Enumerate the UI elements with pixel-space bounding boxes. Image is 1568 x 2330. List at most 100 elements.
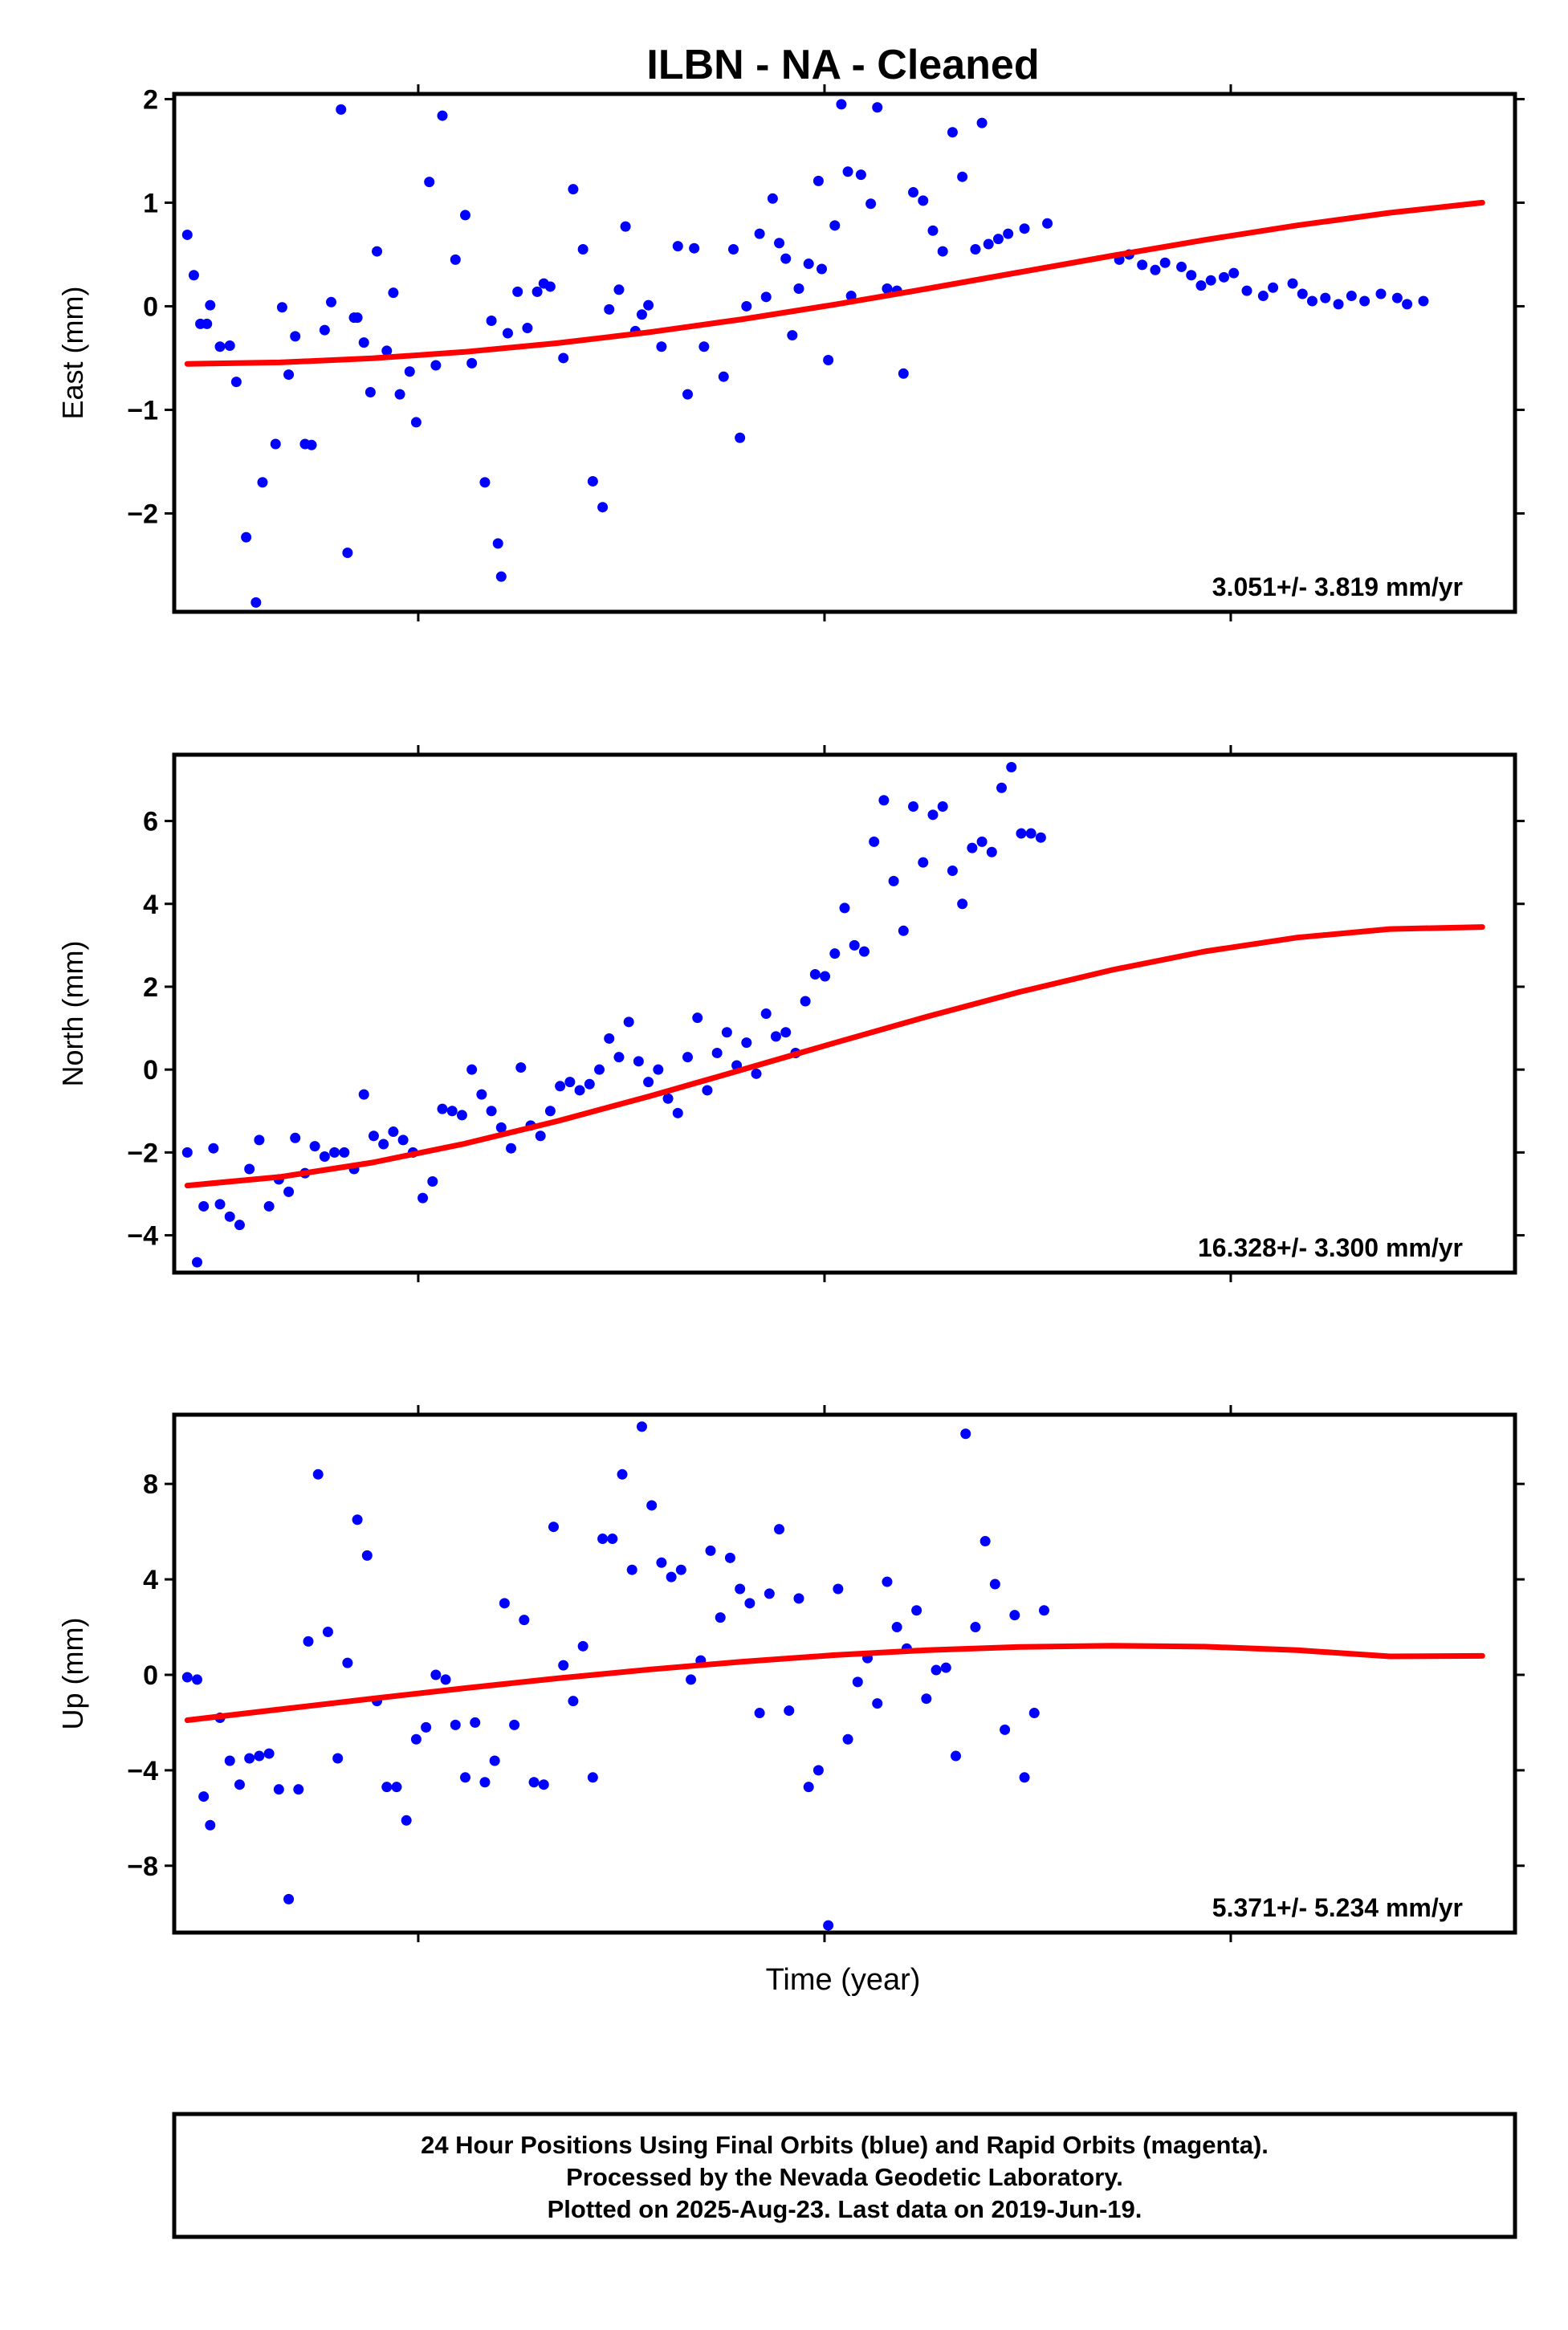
east-data-point (1257, 291, 1269, 302)
up-data-point (205, 1819, 216, 1831)
east-data-point (577, 244, 589, 255)
north-data-point (339, 1147, 350, 1158)
up-data-point (558, 1660, 569, 1671)
up-data-point (675, 1564, 686, 1575)
x-axis-label: Time (year) (766, 1963, 921, 1997)
north-data-point (849, 939, 860, 951)
up-data-point (1009, 1610, 1020, 1621)
east-data-point (643, 299, 654, 311)
east-data-point (983, 238, 994, 250)
east-data-point (1375, 288, 1387, 299)
east-data-point (276, 302, 287, 313)
east-data-point (430, 360, 442, 371)
north-data-point (358, 1089, 369, 1100)
east-data-point (544, 281, 556, 292)
north-data-point (208, 1143, 219, 1154)
east-data-point (230, 377, 242, 388)
up-data-point (332, 1753, 344, 1764)
up-ytick-label: 4 (143, 1565, 158, 1595)
east-data-point (976, 117, 988, 128)
north-data-point (653, 1064, 664, 1075)
north-data-point (613, 1052, 625, 1063)
north-data-point (584, 1078, 595, 1090)
up-data-point (303, 1635, 314, 1647)
east-data-point (1418, 295, 1429, 307)
east-ytick-label: 0 (143, 291, 158, 322)
north-data-point (427, 1175, 438, 1187)
east-data-point (754, 228, 765, 239)
north-trend-line (184, 924, 1485, 1189)
east-data-point (568, 184, 579, 195)
north-data-point (643, 1077, 654, 1088)
up-data-point (1038, 1605, 1049, 1616)
chart-title: ILBN - NA - Cleaned (646, 42, 1039, 88)
up-data-point (528, 1777, 540, 1788)
north-data-point (254, 1134, 265, 1146)
north-data-point (486, 1106, 497, 1117)
up-ytick-label: −8 (127, 1851, 158, 1882)
north-data-point (446, 1106, 458, 1117)
east-data-point (502, 328, 513, 339)
up-data-point (921, 1693, 932, 1705)
east-data-point (872, 102, 883, 113)
north-data-point (937, 801, 948, 812)
east-data-point (842, 166, 853, 177)
east-data-point (829, 220, 841, 231)
east-data-point (682, 389, 693, 400)
east-data-point (466, 357, 478, 369)
east-data-point (1268, 282, 1279, 293)
up-data-point (872, 1698, 883, 1709)
east-data-point (937, 246, 948, 257)
north-data-point (283, 1186, 295, 1197)
east-data-point (558, 352, 569, 364)
east-data-point (908, 187, 919, 198)
east-data-point (947, 127, 958, 138)
north-data-point (986, 846, 997, 857)
north-data-point (290, 1132, 301, 1143)
east-data-point (495, 571, 507, 582)
east-plot-frame (172, 92, 1517, 614)
up-data-point (192, 1674, 203, 1685)
east-data-point (1019, 223, 1030, 234)
east-data-point (1359, 295, 1370, 307)
up-data-point (489, 1755, 500, 1766)
east-data-point (188, 270, 199, 281)
east-data-point (1306, 295, 1318, 307)
east-data-point (793, 283, 804, 295)
footer-box (172, 2112, 1517, 2239)
up-data-point (450, 1719, 461, 1730)
north-data-point (388, 1126, 399, 1138)
east-data-point (522, 323, 533, 334)
east-data-point (1195, 280, 1207, 291)
up-data-point (538, 1779, 549, 1790)
east-ytick-label: −1 (127, 395, 158, 426)
up-data-point (970, 1622, 981, 1633)
up-data-point (764, 1588, 775, 1599)
up-data-point (803, 1782, 814, 1793)
east-data-point (283, 369, 295, 381)
up-data-point (293, 1784, 304, 1795)
up-data-point (181, 1672, 193, 1683)
up-data-point (597, 1534, 609, 1545)
up-ytick-label: −4 (127, 1756, 158, 1786)
up-data-point (263, 1748, 275, 1759)
east-data-point (1241, 285, 1252, 296)
up-data-point (784, 1705, 795, 1717)
up-data-point (254, 1750, 265, 1762)
up-data-point (548, 1521, 559, 1533)
east-data-point (855, 169, 866, 181)
up-data-point (361, 1550, 373, 1561)
east-data-point (813, 175, 824, 186)
east-data-point (957, 171, 968, 182)
up-rate-label: 5.371+/- 5.234 mm/yr (1212, 1893, 1463, 1922)
up-data-point (460, 1772, 471, 1783)
east-data-point (372, 246, 383, 257)
east-data-point (823, 355, 834, 366)
up-plot-frame (172, 1412, 1517, 1935)
north-data-point (417, 1192, 429, 1204)
east-data-point (636, 309, 647, 320)
north-panel: 6 4 2 0 −2 −4 North (mm) 16.328+/- 3.300 mm/yr (56, 745, 1525, 1282)
east-data-point (1402, 299, 1413, 310)
up-data-point (735, 1583, 746, 1595)
up-data-point (626, 1564, 637, 1575)
